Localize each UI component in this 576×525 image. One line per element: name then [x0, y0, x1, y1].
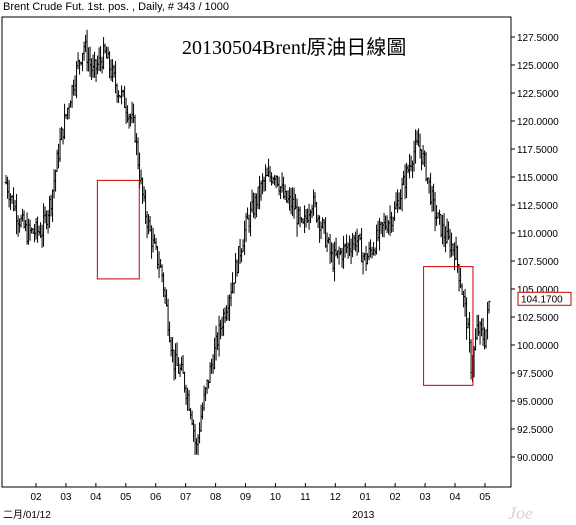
x-tick-label: 07 — [180, 492, 192, 503]
x-tick-label: 10 — [270, 492, 282, 503]
x-tick-label: 01 — [360, 492, 372, 503]
y-tick-label: 125.0000 — [517, 61, 559, 72]
y-tick-label: 122.5000 — [517, 89, 559, 100]
x-tick-label: 02 — [390, 492, 402, 503]
highlight-boxes — [96, 179, 474, 386]
y-tick-label: 107.5000 — [517, 257, 559, 268]
y-tick-label: 127.5000 — [517, 33, 559, 44]
y-tick-label: 95.0000 — [517, 397, 554, 408]
x-tick-label: 04 — [90, 492, 102, 503]
plot-frame — [1, 16, 512, 488]
y-tick-label: 100.0000 — [517, 341, 559, 352]
x-tick-label: 04 — [449, 492, 461, 503]
x-tick-label: 09 — [240, 492, 252, 503]
x-tick-label: 06 — [150, 492, 162, 503]
x-tick-label: 05 — [120, 492, 132, 503]
highlight-box — [423, 266, 474, 386]
x-tick-label: 11 — [300, 492, 311, 503]
x-tick-label: 03 — [420, 492, 432, 503]
watermark: Joe — [508, 503, 533, 523]
x-sub-label: 2013 — [352, 510, 375, 521]
x-tick-label: 03 — [60, 492, 72, 503]
y-tick-label: 105.0000 — [517, 285, 559, 296]
last-price-label: 104.1700 — [521, 294, 563, 305]
chart-title: 20130504Brent原油日線圖 — [182, 36, 406, 59]
y-tick-label: 110.0000 — [517, 229, 558, 240]
highlight-box — [96, 179, 140, 280]
x-tick-label: 12 — [330, 492, 342, 503]
y-tick-label: 92.5000 — [517, 425, 554, 436]
x-tick-label: 05 — [479, 492, 491, 503]
x-tick-label: 02 — [30, 492, 42, 503]
y-tick-label: 90.0000 — [517, 453, 554, 464]
last-price-box — [517, 291, 572, 306]
x-tick-label: 08 — [210, 492, 222, 503]
x-sub-label: 二月/01/12 — [3, 509, 51, 521]
y-tick-label: 120.0000 — [517, 117, 559, 128]
price-bars — [4, 29, 491, 456]
ohlc-bar — [487, 300, 491, 314]
y-tick-label: 115.0000 — [517, 173, 558, 184]
chart-header: Brent Crude Fut. 1st. pos. , Daily, # 34… — [3, 1, 230, 13]
y-tick-label: 117.5000 — [517, 145, 558, 156]
y-tick-label: 102.5000 — [517, 313, 559, 324]
y-axis-ticks: 127.5000 125.0000 122.5000 120.0000 117.5000… — [511, 33, 559, 464]
y-tick-label: 97.5000 — [517, 369, 554, 380]
y-tick-label: 112.5000 — [517, 201, 558, 212]
x-axis-ticks: 02 03 04 05 06 07 08 09 10 11 12 01 02 03 04 05 二月/01/12… — [3, 483, 491, 521]
last-price-marker: 104.1700 — [517, 291, 572, 306]
